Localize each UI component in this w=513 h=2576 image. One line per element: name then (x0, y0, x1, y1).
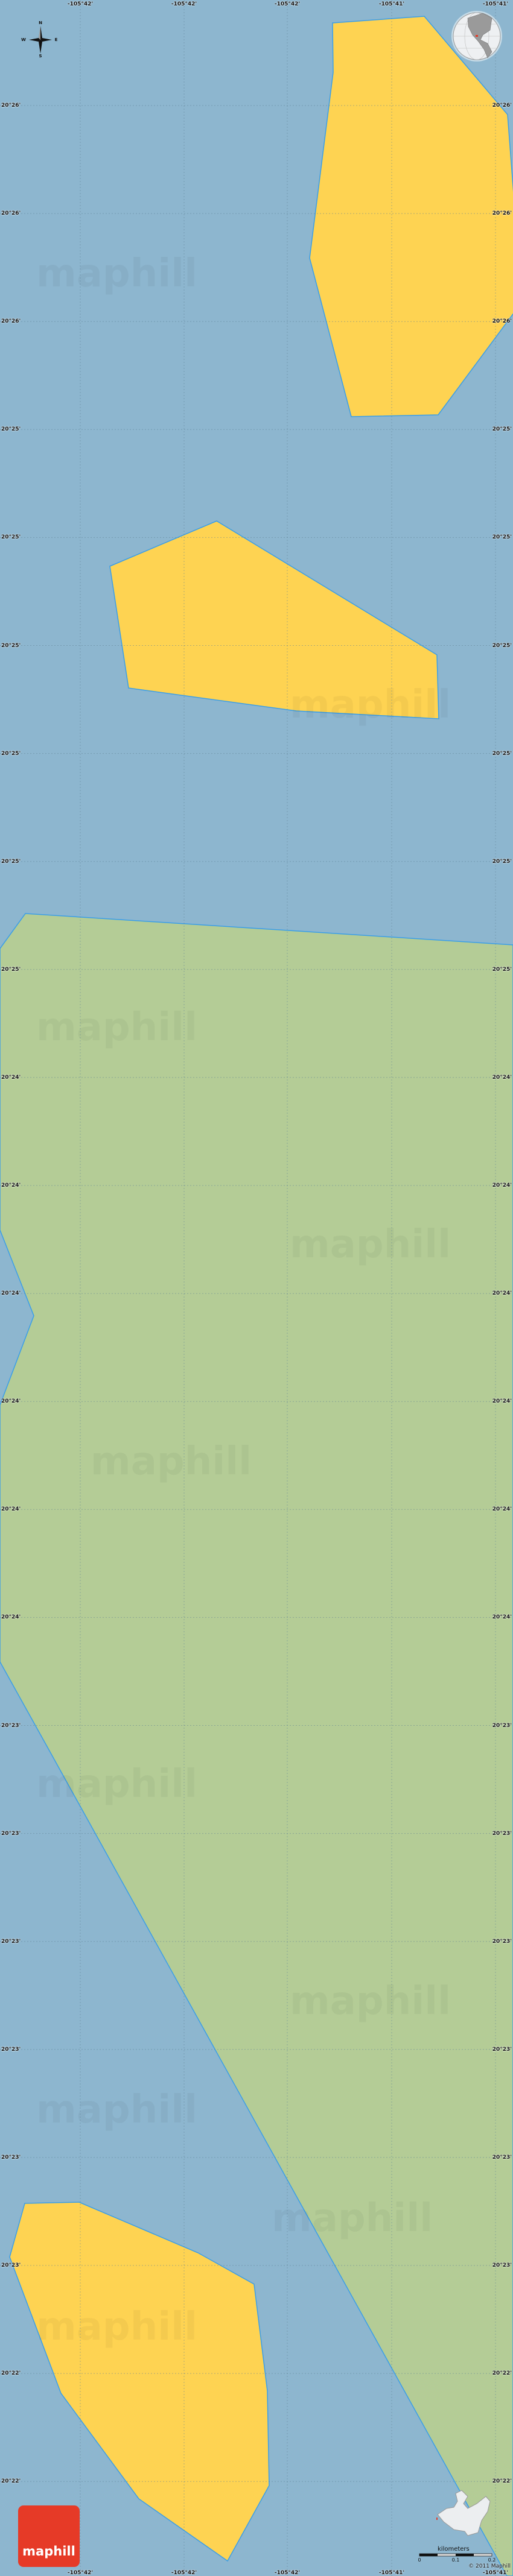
island-south (9, 2202, 270, 2562)
longitude-label: -105°42' (274, 1, 301, 7)
latitude-label: 20°23' (1, 2154, 21, 2161)
latitude-label: 20°23' (492, 2046, 512, 2053)
latitude-label: 20°26' (1, 318, 21, 325)
maphill-logo[interactable]: maphill (18, 2505, 80, 2567)
latitude-label: 20°25' (492, 534, 512, 541)
latitude-label: 20°24' (1, 1614, 21, 1621)
watermark-text: maphill (36, 251, 197, 296)
latitude-label: 20°24' (1, 1290, 21, 1297)
region-locator-icon (436, 2490, 491, 2536)
scale-tick: 0.2 (488, 2557, 496, 2563)
longitude-label: -105°42' (171, 2570, 197, 2576)
latitude-label: 20°25' (1, 534, 21, 541)
island-middle (109, 520, 439, 719)
latitude-label: 20°24' (1, 1398, 21, 1405)
latitude-label: 20°23' (1, 2046, 21, 2053)
latitude-label: 20°22' (492, 2478, 512, 2485)
watermark-text: maphill (272, 2196, 433, 2241)
compass-north-label: N (39, 21, 42, 25)
compass-south-label: S (39, 54, 42, 58)
latitude-label: 20°23' (492, 1722, 512, 1729)
latitude-label: 20°25' (1, 642, 21, 649)
latitude-label: 20°23' (492, 1938, 512, 1945)
latitude-label: 20°23' (1, 1830, 21, 1837)
compass-west-label: W (21, 37, 26, 42)
watermark-text: maphill (290, 1222, 451, 1267)
latitude-label: 20°26' (492, 318, 512, 325)
scale-tick: 0.1 (451, 2557, 460, 2563)
longitude-label: -105°42' (274, 2570, 301, 2576)
latitude-label: 20°26' (492, 210, 512, 217)
latitude-label: 20°22' (492, 2370, 512, 2377)
watermark-text: maphill (290, 683, 451, 727)
latitude-label: 20°26' (1, 103, 21, 109)
island-north (309, 16, 513, 417)
watermark-text: maphill (36, 2088, 197, 2132)
latitude-label: 20°25' (492, 642, 512, 649)
latitude-label: 20°23' (1, 2262, 21, 2268)
longitude-label: -105°41' (482, 1, 509, 7)
longitude-label: -105°42' (67, 2570, 94, 2576)
latitude-label: 20°24' (492, 1074, 512, 1081)
latitude-label: 20°22' (1, 2370, 21, 2377)
latitude-label: 20°23' (492, 2262, 512, 2268)
latitude-label: 20°24' (492, 1290, 512, 1297)
latitude-label: 20°25' (1, 426, 21, 433)
latitude-label: 20°25' (492, 426, 512, 433)
latitude-label: 20°26' (1, 210, 21, 217)
watermark-text: maphill (36, 1005, 197, 1050)
latitude-label: 20°25' (492, 858, 512, 865)
latitude-label: 20°25' (492, 966, 512, 973)
globe-locator-icon (451, 11, 502, 62)
scale-bar (419, 2553, 492, 2557)
mainland (0, 913, 513, 2576)
latitude-label: 20°23' (492, 2154, 512, 2161)
latitude-label: 20°24' (492, 1506, 512, 1513)
longitude-label: -105°41' (482, 2570, 509, 2576)
compass-east-label: E (54, 37, 58, 42)
longitude-label: -105°41' (378, 1, 405, 7)
copyright: © 2011 Maphill (468, 2563, 511, 2569)
compass-rose-icon (29, 26, 52, 54)
latitude-label: 20°24' (1, 1506, 21, 1513)
latitude-label: 20°24' (1, 1182, 21, 1189)
watermark-text: maphill (36, 1762, 197, 1807)
longitude-label: -105°42' (171, 1, 197, 7)
latitude-label: 20°25' (1, 750, 21, 757)
latitude-label: 20°23' (492, 1830, 512, 1837)
watermark-text: maphill (91, 1439, 252, 1484)
watermark-text: maphill (290, 1979, 451, 2024)
latitude-label: 20°25' (1, 966, 21, 973)
watermarks: maphill maphill maphill maphill maphill maphi… (36, 251, 451, 2349)
longitude-label: -105°41' (378, 2570, 405, 2576)
latitude-label: 20°22' (1, 2478, 21, 2485)
latitude-label: 20°24' (492, 1398, 512, 1405)
longitude-label: -105°42' (67, 1, 94, 7)
latitude-label: 20°23' (1, 1722, 21, 1729)
latitude-label: 20°24' (1, 1074, 21, 1081)
latitude-label: 20°26' (492, 103, 512, 109)
logo-text: maphill (22, 2544, 75, 2559)
scale-bar-title: kilometers (438, 2546, 470, 2552)
latitude-label: 20°25' (1, 858, 21, 865)
latitude-label: 20°24' (492, 1182, 512, 1189)
latitude-label: 20°24' (492, 1614, 512, 1621)
watermark-text: maphill (36, 2305, 197, 2349)
latitude-label: 20°25' (492, 750, 512, 757)
scale-tick: 0 (418, 2557, 421, 2563)
latitude-label: 20°23' (1, 1938, 21, 1945)
